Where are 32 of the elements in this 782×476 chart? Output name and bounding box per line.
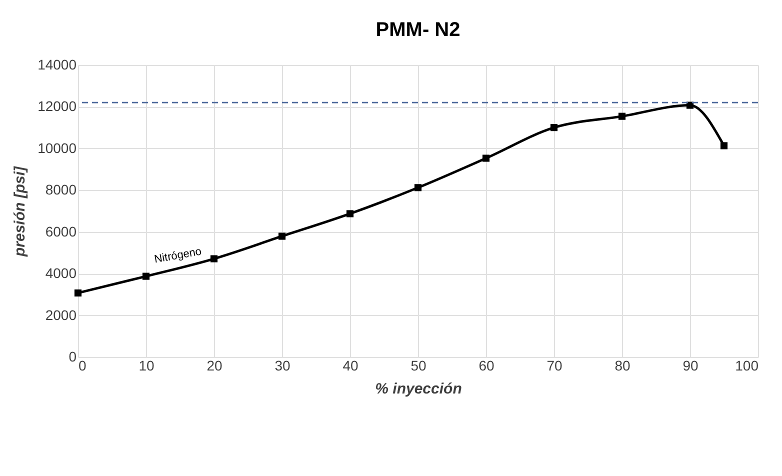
x-tick-label: 60 <box>478 358 494 374</box>
point <box>618 112 626 120</box>
y-tick-label: 6000 <box>45 223 77 240</box>
y-tick-label: 12000 <box>38 98 77 114</box>
point <box>550 124 558 132</box>
x-tick-label: 50 <box>410 358 426 374</box>
point <box>142 272 150 280</box>
point <box>720 142 728 150</box>
x-tick-label: 20 <box>206 358 222 374</box>
point <box>278 232 286 240</box>
x-tick-label: 80 <box>614 358 630 374</box>
point <box>414 184 422 192</box>
chart-title: PMM- N2 <box>376 19 460 41</box>
x-tick-label: 10 <box>138 358 154 374</box>
y-tick-label: 4000 <box>45 265 77 282</box>
point <box>686 102 694 109</box>
y-tick-label: 8000 <box>45 182 77 198</box>
text: Nitrógeno <box>153 246 202 266</box>
y-axis-title: presión [psi] <box>12 165 29 258</box>
x-tick-label: 70 <box>546 358 562 374</box>
x-tick-label: 40 <box>342 358 358 374</box>
y-tick-label: 14000 <box>38 56 77 72</box>
x-tick-label: 100 <box>735 358 759 374</box>
x-tick-label: 30 <box>274 358 290 374</box>
point <box>210 255 218 262</box>
point <box>346 210 354 218</box>
x-tick-label: 90 <box>682 358 698 374</box>
x-axis-title: % inyección <box>375 380 462 398</box>
y-tick-label: 2000 <box>45 306 77 323</box>
y-tick-label: 10000 <box>38 140 77 156</box>
point <box>74 289 82 297</box>
point <box>482 154 490 162</box>
